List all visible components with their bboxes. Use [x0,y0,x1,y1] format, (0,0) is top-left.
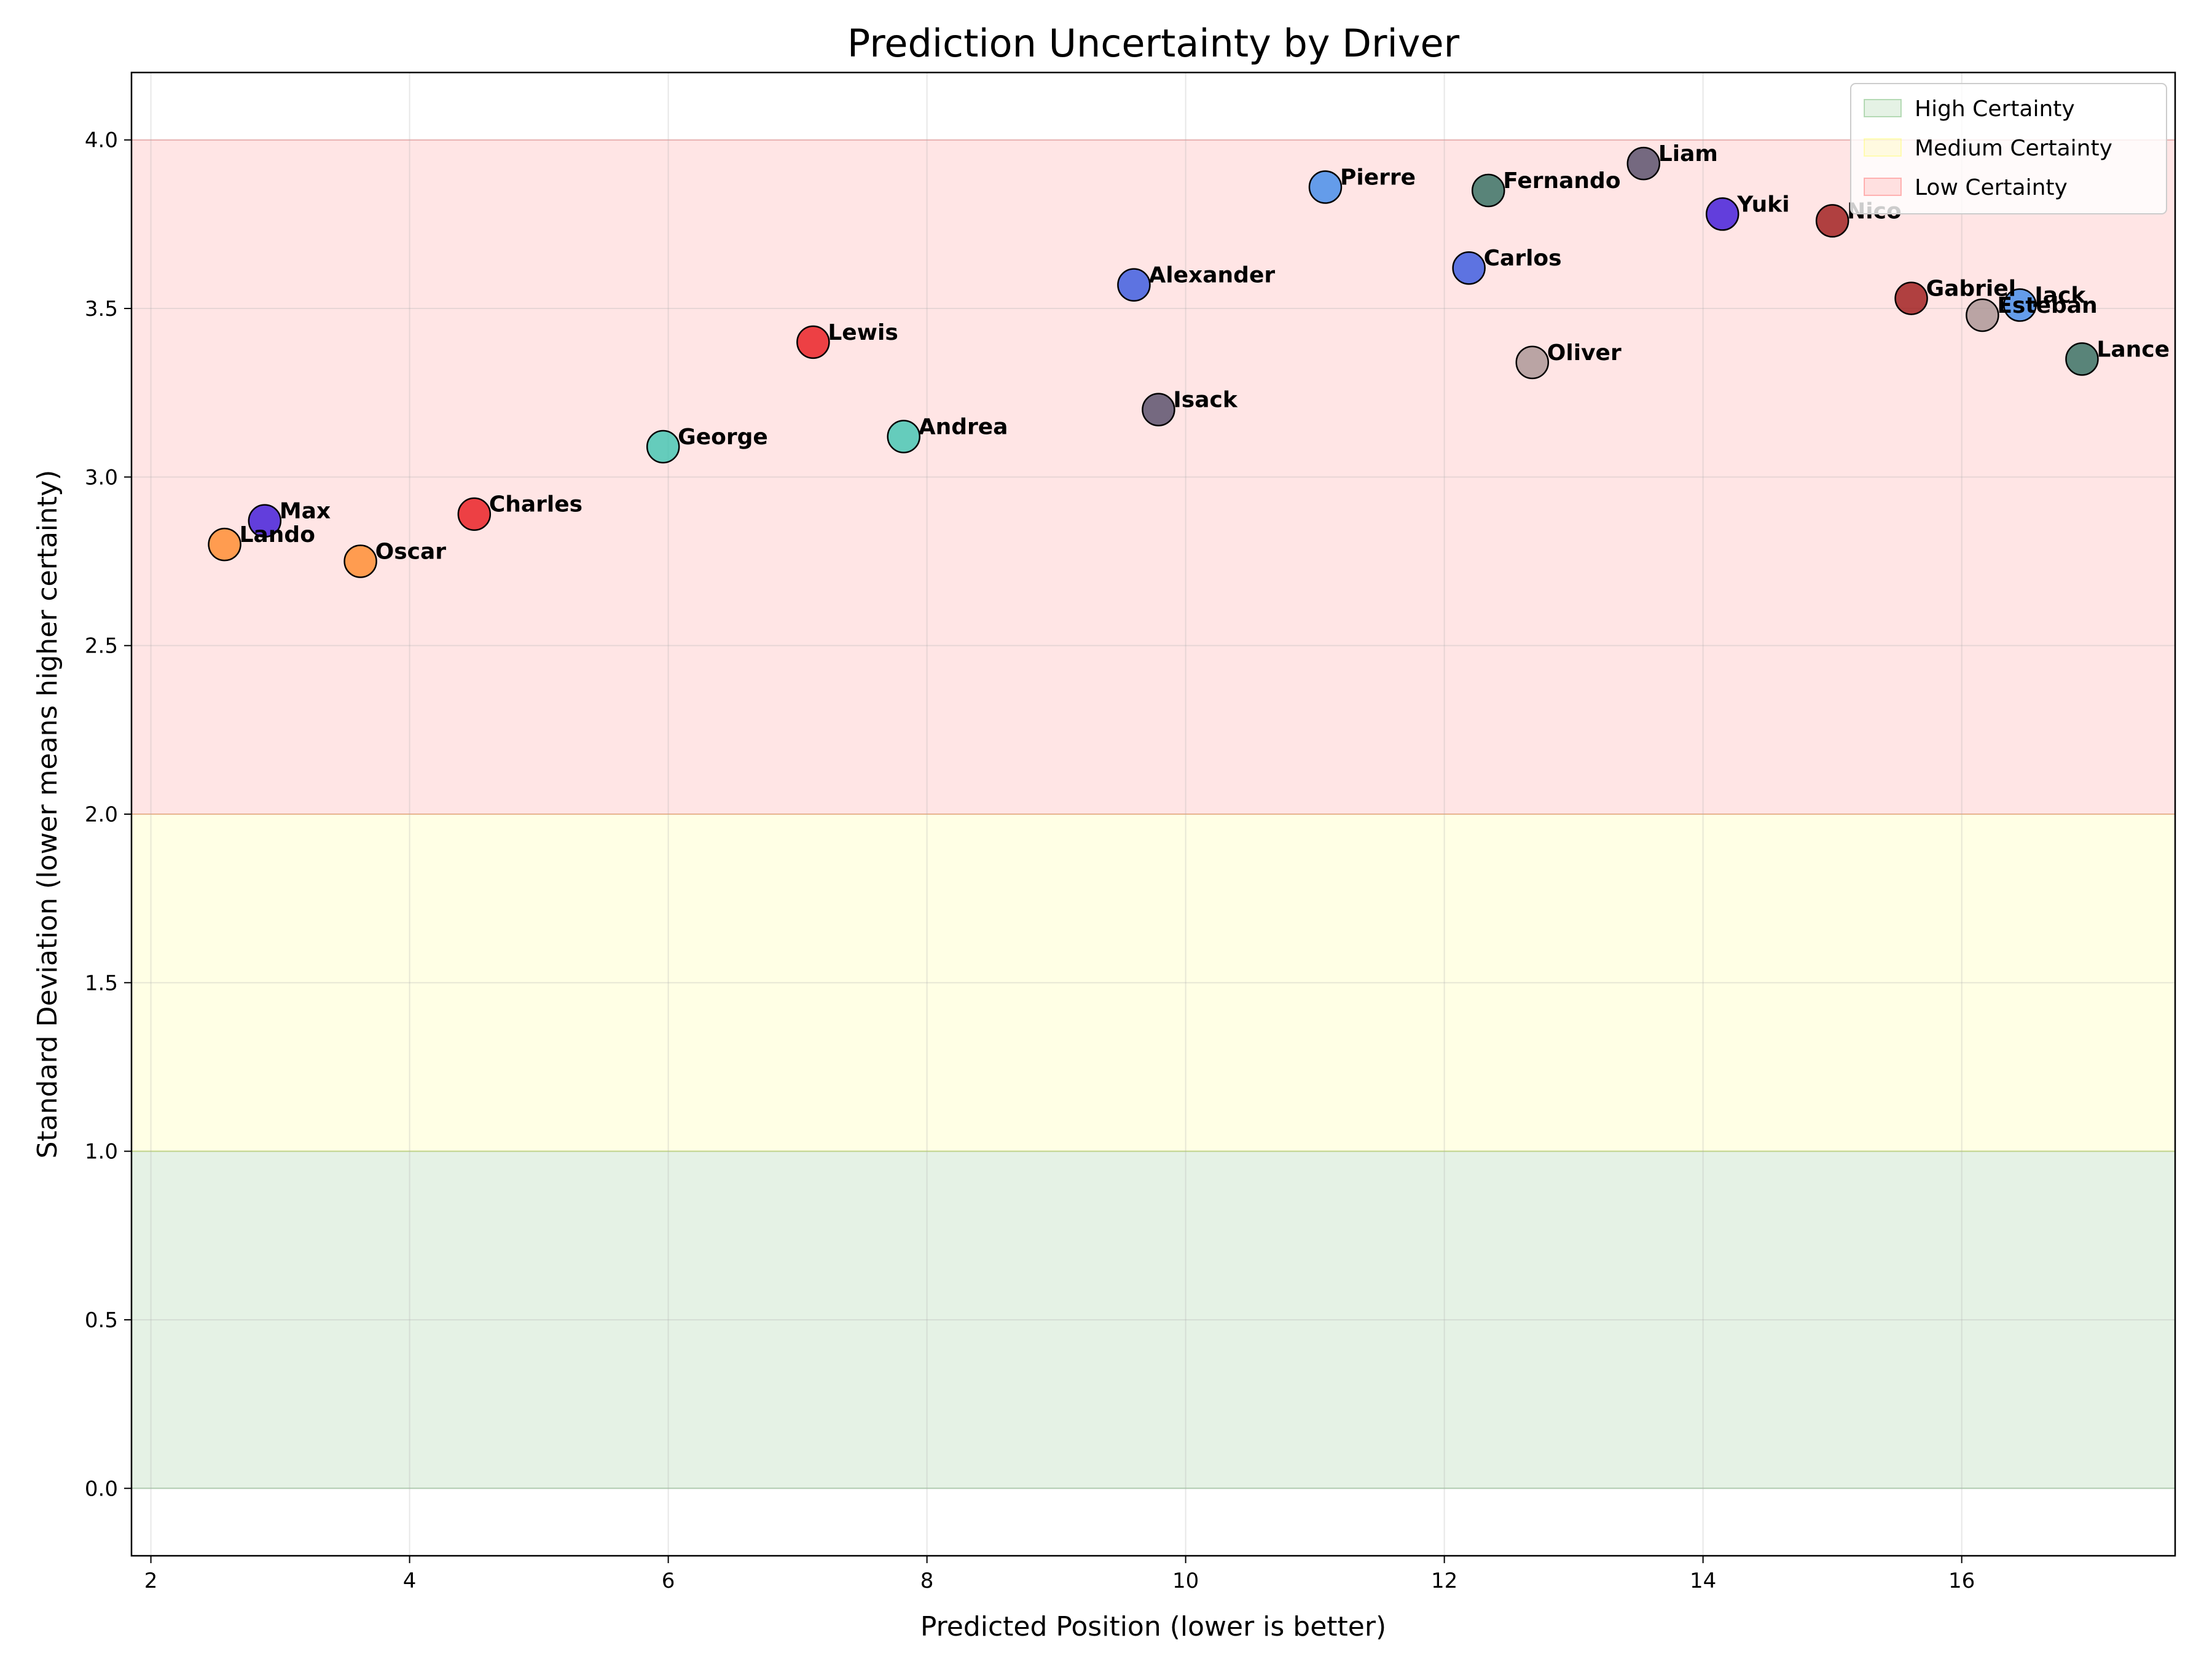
point-label: Lando [240,522,315,547]
legend-swatch [1864,99,1902,117]
data-point [1471,173,1505,208]
y-tick-label: 0.5 [85,1308,118,1333]
data-point [1894,281,1928,315]
point-label: Andrea [919,415,1008,440]
axis-ticks: 2 4 6 8 10 12 14 16 0.0 0.5 1.0 1.5 2.0 2.5 3.0 3.5 4.0 [85,128,1975,1593]
x-tick-label: 16 [1948,1569,1975,1593]
point-label: Lance [2096,337,2170,362]
legend-label: High Certainty [1915,96,2075,122]
point-label: Charles [489,492,582,517]
grid-lines [131,73,2175,1556]
data-point [2065,342,2099,376]
y-tick-label: 4.0 [85,128,118,153]
certainty-bands [131,139,2175,1489]
certainty-band [131,814,2175,1151]
legend: High Certainty Medium Certainty Low Certai… [1850,83,2167,214]
legend-swatch [1864,178,1902,196]
data-point [1966,298,1999,332]
data-point [248,504,282,538]
y-tick-label: 2.0 [85,802,118,827]
y-tick-label: 3.5 [85,297,118,321]
data-points [208,146,2099,578]
y-tick-label: 1.0 [85,1140,118,1164]
data-point [1308,170,1343,204]
point-label: Gabriel [1926,276,2016,302]
data-point [457,497,492,531]
data-point [887,420,920,453]
x-tick-label: 10 [1172,1569,1199,1593]
point-label: Pierre [1340,165,1416,190]
legend-label: Medium Certainty [1915,136,2112,161]
y-tick-label: 0.0 [85,1477,118,1501]
point-label: Oscar [375,539,447,565]
point-label: Fernando [1503,168,1620,194]
chart-title: Prediction Uncertainty by Driver [847,21,1460,66]
point-label: Lewis [828,320,898,345]
point-label: Alexander [1148,263,1275,288]
data-point [1626,146,1661,181]
x-tick-label: 4 [403,1569,417,1593]
x-tick-label: 12 [1431,1569,1457,1593]
legend-label: Low Certainty [1915,175,2068,200]
data-point [1117,268,1151,302]
data-point [646,429,680,464]
legend-swatch [1864,138,1902,157]
certainty-band [131,1151,2175,1489]
x-tick-label: 2 [144,1569,158,1593]
point-label: Jack [2033,283,2086,308]
data-point [1142,393,1175,426]
certainty-band [131,139,2175,814]
point-label: Liam [1658,141,1718,167]
data-point [1815,204,1849,238]
data-point [2003,288,2037,322]
x-tick-label: 14 [1690,1569,1716,1593]
x-axis-label: Predicted Position (lower is better) [920,1611,1386,1642]
point-label: Oliver [1547,340,1622,366]
data-point [1515,345,1550,380]
data-point [1705,197,1739,231]
data-point [796,325,830,359]
point-label: Carlos [1484,246,1562,271]
x-tick-label: 8 [920,1569,934,1593]
point-label: George [678,425,768,450]
y-axis-label: Standard Deviation (lower means higher c… [32,470,63,1159]
y-tick-label: 2.5 [85,634,118,659]
data-point [343,544,377,578]
y-tick-label: 3.0 [85,465,118,490]
x-tick-label: 6 [662,1569,675,1593]
data-point [1452,251,1486,285]
data-point [208,527,241,562]
point-label: Max [280,499,331,524]
point-label: Esteban [1997,293,2097,318]
legend-frame [1850,83,2167,214]
y-tick-label: 1.5 [85,971,118,995]
point-label: Isack [1173,388,1237,413]
point-label: Yuki [1736,192,1789,217]
